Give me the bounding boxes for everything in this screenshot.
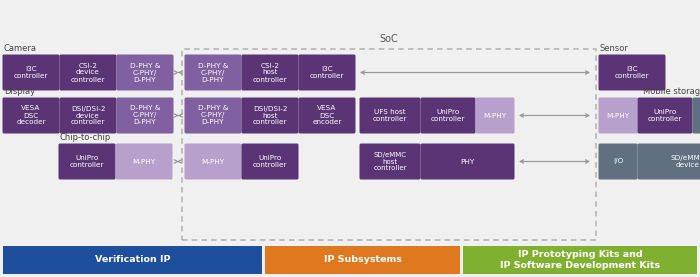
FancyBboxPatch shape	[692, 98, 700, 134]
Text: I/O: I/O	[613, 158, 623, 165]
Text: VESA
DSC
encoder: VESA DSC encoder	[312, 106, 342, 125]
Text: D-PHY &
C-PHY/
D-PHY: D-PHY & C-PHY/ D-PHY	[130, 63, 160, 83]
FancyBboxPatch shape	[598, 98, 638, 134]
FancyBboxPatch shape	[463, 246, 697, 274]
Text: Sensor: Sensor	[600, 44, 629, 53]
FancyBboxPatch shape	[116, 98, 174, 134]
Text: I3C
controller: I3C controller	[14, 66, 48, 79]
Text: D-PHY &
C-PHY/
D-PHY: D-PHY & C-PHY/ D-PHY	[130, 106, 160, 125]
Text: I3C
controller: I3C controller	[615, 66, 650, 79]
FancyBboxPatch shape	[638, 143, 700, 179]
Text: IP Subsystems: IP Subsystems	[323, 255, 401, 265]
Text: CSI-2
host
controller: CSI-2 host controller	[253, 63, 287, 83]
Text: M-PHY: M-PHY	[484, 112, 507, 119]
Text: D-PHY &
C-PHY/
D-PHY: D-PHY & C-PHY/ D-PHY	[197, 63, 228, 83]
FancyBboxPatch shape	[3, 98, 60, 134]
FancyBboxPatch shape	[185, 98, 242, 134]
FancyBboxPatch shape	[360, 143, 421, 179]
Text: UniPro
controller: UniPro controller	[70, 155, 104, 168]
Text: SD/eMMC
host
controller: SD/eMMC host controller	[373, 152, 407, 171]
Text: SD/eMMC
device: SD/eMMC device	[670, 155, 700, 168]
Text: DSI/DSI-2
host
controller: DSI/DSI-2 host controller	[253, 106, 287, 125]
FancyBboxPatch shape	[116, 55, 174, 91]
Text: UFS host
controller: UFS host controller	[372, 109, 407, 122]
FancyBboxPatch shape	[598, 55, 666, 91]
FancyBboxPatch shape	[116, 143, 172, 179]
Text: Mobile storage: Mobile storage	[643, 87, 700, 96]
Text: Chip-to-chip: Chip-to-chip	[60, 133, 111, 142]
Text: Display: Display	[4, 87, 35, 96]
FancyBboxPatch shape	[598, 143, 638, 179]
FancyBboxPatch shape	[421, 98, 475, 134]
FancyBboxPatch shape	[60, 98, 116, 134]
FancyBboxPatch shape	[475, 98, 514, 134]
Text: UniPro
controller: UniPro controller	[253, 155, 287, 168]
Text: Camera: Camera	[4, 44, 37, 53]
Text: VESA
DSC
decoder: VESA DSC decoder	[16, 106, 46, 125]
FancyBboxPatch shape	[298, 98, 356, 134]
Text: I3C
controller: I3C controller	[309, 66, 344, 79]
FancyBboxPatch shape	[265, 246, 460, 274]
Text: IP Prototyping Kits and
IP Software Development Kits: IP Prototyping Kits and IP Software Deve…	[500, 250, 660, 270]
FancyBboxPatch shape	[638, 98, 692, 134]
Text: Verification IP: Verification IP	[94, 255, 170, 265]
Text: M-PHY: M-PHY	[132, 158, 155, 165]
Text: M-PHY: M-PHY	[202, 158, 225, 165]
FancyBboxPatch shape	[59, 143, 116, 179]
Text: M-PHY: M-PHY	[606, 112, 629, 119]
Text: D-PHY &
C-PHY/
D-PHY: D-PHY & C-PHY/ D-PHY	[197, 106, 228, 125]
FancyBboxPatch shape	[185, 55, 242, 91]
FancyBboxPatch shape	[360, 98, 421, 134]
FancyBboxPatch shape	[3, 246, 262, 274]
Text: UniPro
controller: UniPro controller	[648, 109, 682, 122]
Text: PHY: PHY	[461, 158, 475, 165]
Text: DSI/DSI-2
device
controller: DSI/DSI-2 device controller	[71, 106, 105, 125]
FancyBboxPatch shape	[241, 98, 298, 134]
FancyBboxPatch shape	[3, 55, 60, 91]
FancyBboxPatch shape	[60, 55, 116, 91]
Text: CSI-2
device
controller: CSI-2 device controller	[71, 63, 105, 83]
FancyBboxPatch shape	[241, 143, 298, 179]
Text: SoC: SoC	[379, 34, 398, 44]
FancyBboxPatch shape	[241, 55, 298, 91]
FancyBboxPatch shape	[298, 55, 356, 91]
FancyBboxPatch shape	[421, 143, 514, 179]
FancyBboxPatch shape	[185, 143, 242, 179]
Text: UniPro
controller: UniPro controller	[430, 109, 466, 122]
